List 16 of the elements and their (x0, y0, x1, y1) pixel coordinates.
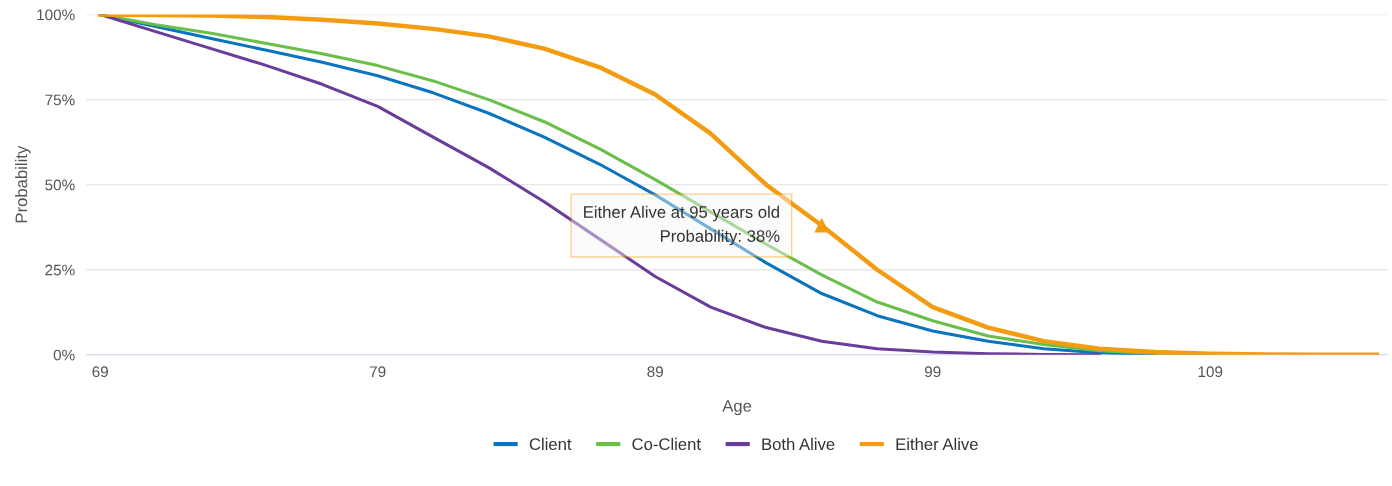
y-tick-label: 25% (45, 264, 75, 276)
legend-label: Both Alive (762, 437, 835, 451)
x-tick-label: 79 (369, 366, 386, 378)
legend-label: Either Alive (896, 437, 978, 451)
y-tick-label: 75% (45, 94, 75, 106)
y-tick-label: 0% (53, 349, 75, 361)
y-tick-label: 100% (37, 9, 75, 21)
legend-label: Co-Client (632, 437, 701, 451)
x-tick-label: 99 (924, 366, 941, 378)
x-tick-label: 109 (1198, 366, 1223, 378)
x-tick-label: 69 (92, 366, 108, 378)
legend-label: Client (529, 437, 572, 451)
x-tick-label: 89 (647, 366, 663, 378)
y-tick-label: 50% (45, 179, 75, 191)
y-axis-title: Probability (15, 145, 31, 223)
x-axis-title: Age (722, 400, 752, 416)
